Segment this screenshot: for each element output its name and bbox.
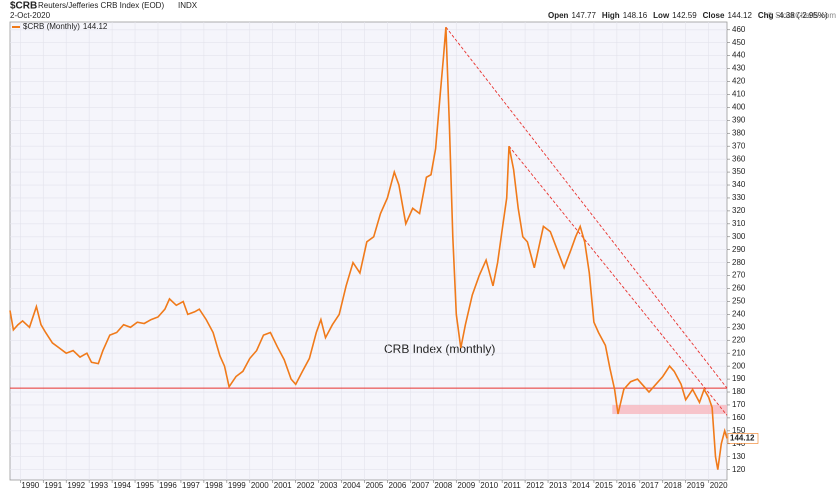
price-line [9,27,728,470]
y-tick-label: 450 [732,38,746,47]
y-tick-label: 460 [732,25,746,34]
y-tick-label: 340 [732,180,746,189]
y-tick-label: 250 [732,297,746,306]
y-tick-label: 200 [732,361,746,370]
y-tick-label: 120 [732,465,746,474]
x-tick-label: 2002 [297,481,315,490]
y-tick-label: 240 [732,310,746,319]
quote-value: 148.16 [623,11,648,20]
x-tick-label: 1998 [205,481,223,490]
x-tick-label: 2017 [641,481,659,490]
y-tick-label: 190 [732,374,746,383]
x-tick-label: 2015 [595,481,613,490]
y-tick-label: 380 [732,128,746,137]
y-tick-label: 130 [732,452,746,461]
plot-area [9,21,728,481]
exchange: INDX [178,1,198,10]
x-tick-label: 2009 [457,481,475,490]
quote-value: 142.59 [672,11,697,20]
x-tick-label: 1995 [136,481,154,490]
quote-label: Open [548,11,569,20]
y-tick-label: 290 [732,245,746,254]
y-tick-label: 370 [732,141,746,150]
x-tick-label: 2001 [274,481,292,490]
x-tick-label: 2008 [434,481,452,490]
last-value-label: 144.12 [730,434,755,443]
y-tick-label: 440 [732,51,746,60]
x-tick-label: 2011 [504,481,522,490]
y-tick-label: 360 [732,154,746,163]
quote-label: Low [653,11,670,20]
y-tick-label: 260 [732,284,746,293]
y-tick-label: 150 [732,426,746,435]
last-value-tag [727,433,759,444]
legend-value: 144.12 [83,22,108,31]
x-tick-label: 2020 [710,481,728,490]
y-tick-label: 280 [732,258,746,267]
x-tick-label: 2000 [251,481,269,490]
y-tick-label: 410 [732,90,746,99]
y-tick-label: 420 [732,77,746,86]
y-tick-label: 430 [732,64,746,73]
trendline [445,26,728,389]
y-tick-label: 170 [732,400,746,409]
copyright: © StockCharts.com [767,11,836,20]
x-tick-label: 1999 [228,481,246,490]
y-tick-label: 330 [732,193,746,202]
x-tick-label: 2016 [618,481,636,490]
x-tick-label: 2013 [549,481,567,490]
x-tick-label: 2004 [343,481,361,490]
x-tick-label: 1996 [159,481,177,490]
x-tick-label: 2007 [411,481,429,490]
y-tick-label: 220 [732,335,746,344]
y-tick-label: 230 [732,322,746,331]
quote-label: Close [703,11,725,20]
y-tick-label: 400 [732,102,746,111]
y-tick-label: 320 [732,206,746,215]
trendline [508,145,728,416]
support-zone [612,404,727,415]
symbol: $CRB [10,1,37,12]
legend-label: $CRB (Monthly) [23,22,80,31]
quote-label: Chg [758,11,774,20]
quote-value: -4.38 (-2.95%) [776,11,827,20]
x-tick-label: 2005 [366,481,384,490]
x-tick-label: 1992 [67,481,85,490]
quote-label: High [602,11,620,20]
y-tick-label: 300 [732,232,746,241]
x-tick-label: 1997 [182,481,200,490]
x-tick-label: 2010 [480,481,498,490]
x-tick-label: 2003 [320,481,338,490]
x-tick-label: 1991 [44,481,62,490]
annotation: CRB Index (monthly) [384,342,495,356]
x-tick-label: 1993 [90,481,108,490]
y-tick-label: 210 [732,348,746,357]
x-tick-label: 1994 [113,481,131,490]
x-tick-label: 2018 [664,481,682,490]
y-tick-label: 350 [732,167,746,176]
x-tick-label: 2006 [389,481,407,490]
x-tick-label: 2019 [687,481,705,490]
y-tick-label: 160 [732,413,746,422]
x-tick-label: 1990 [21,481,39,490]
quote-value: 147.77 [571,11,596,20]
x-tick-label: 2012 [526,481,544,490]
y-tick-label: 310 [732,219,746,228]
y-tick-label: 390 [732,115,746,124]
x-tick-label: 2014 [572,481,590,490]
quote-value: 144.12 [727,11,752,20]
chart-title: Reuters/Jefferies CRB Index (EOD) [38,1,164,10]
date: 2-Oct-2020 [10,11,51,20]
y-tick-label: 270 [732,271,746,280]
y-tick-label: 180 [732,387,746,396]
